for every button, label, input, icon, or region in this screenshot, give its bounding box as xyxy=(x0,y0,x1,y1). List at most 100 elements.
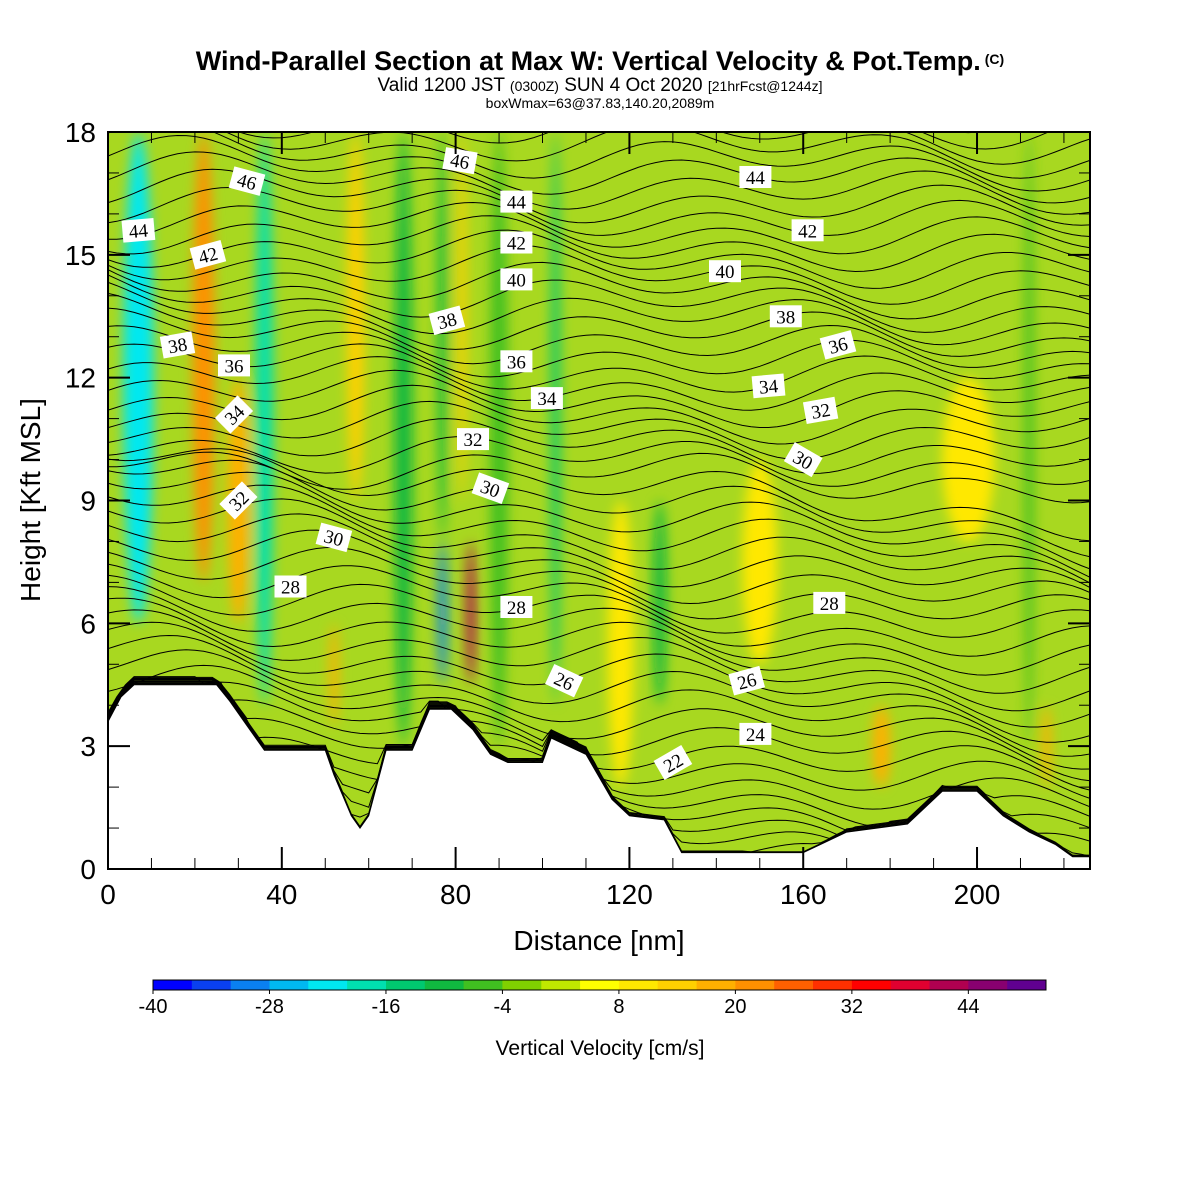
contour-label: 44 xyxy=(121,217,156,243)
x-tick-label: 40 xyxy=(266,879,297,910)
contour-label-box xyxy=(709,260,741,283)
chart-title-text: Wind-Parallel Section at Max W: Vertical… xyxy=(195,46,981,76)
colorbar-bin xyxy=(851,980,892,990)
contour-label-box xyxy=(530,387,563,410)
velocity-band xyxy=(490,132,508,747)
contour-label-text: 34 xyxy=(758,376,779,399)
contour-label-text: 28 xyxy=(507,598,526,619)
theta-contour xyxy=(920,132,1050,150)
contour-label-box xyxy=(783,442,823,478)
contour-label-text: 44 xyxy=(507,193,527,214)
contour-label-text: 46 xyxy=(235,170,259,195)
velocity-band xyxy=(329,623,339,726)
colorbar-bin xyxy=(153,980,193,990)
contour-label-text: 32 xyxy=(464,430,483,451)
colorbar-label: Vertical Velocity [cm/s] xyxy=(495,1037,705,1060)
velocity-band xyxy=(1024,132,1034,747)
contour-label-box xyxy=(428,305,466,336)
theta-contour xyxy=(108,274,1090,333)
theta-contour xyxy=(108,356,1090,411)
contour-label-box xyxy=(315,522,353,553)
theta-contour xyxy=(108,436,1090,487)
y-tick-label: 15 xyxy=(65,240,96,271)
theta-contour xyxy=(108,529,1090,605)
box-wmax-info: boxWmax=63@37.83,140.20,2089m xyxy=(485,95,715,111)
theta-contour xyxy=(108,132,1090,192)
colorbar-bin xyxy=(696,980,736,990)
contour-label-box xyxy=(728,665,766,696)
colorbar-bin xyxy=(463,980,503,990)
contour-label-text: 36 xyxy=(225,356,244,377)
colorbar-bin xyxy=(968,980,1008,990)
x-tick-label: 160 xyxy=(780,879,827,910)
y-tick-label: 6 xyxy=(80,608,96,639)
contour-label: 44 xyxy=(500,190,533,214)
contour-label-box xyxy=(653,744,693,781)
contour-label-box xyxy=(214,395,254,434)
theta-contour xyxy=(108,448,1090,542)
x-tick-label: 0 xyxy=(100,879,116,910)
contour-label-box xyxy=(500,268,533,291)
x-axis: 0 40 80 120 160 200 xyxy=(100,132,1065,910)
contour-label-box xyxy=(545,663,584,698)
contour-label-box xyxy=(442,147,478,175)
contour-label-text: 46 xyxy=(449,150,471,174)
y-tick-label: 18 xyxy=(65,117,96,148)
contour-label: 38 xyxy=(428,305,466,336)
colorbar-bin xyxy=(347,980,387,990)
theta-contour xyxy=(108,418,1090,474)
y-axis-label: Height [Kft MSL] xyxy=(15,398,46,602)
contour-label-text: 36 xyxy=(507,352,526,373)
colorbar-frame xyxy=(152,979,1047,991)
x-tick-label: 120 xyxy=(606,879,653,910)
contour-label: 38 xyxy=(769,305,802,328)
theta-contour xyxy=(108,634,1090,743)
y-tick-label: 12 xyxy=(65,363,96,394)
valid-utc: (0300Z) xyxy=(509,78,559,94)
colorbar-tick-label: -16 xyxy=(372,996,401,1018)
contour-label-box xyxy=(218,354,250,377)
theta-contour xyxy=(108,513,1090,588)
colorbar-bin xyxy=(230,980,270,990)
colorbar-tick-label: -4 xyxy=(494,996,512,1018)
colorbar-bin xyxy=(735,980,775,990)
theta-contour xyxy=(108,676,1090,782)
contour-label: 38 xyxy=(159,331,196,359)
contour-label: 36 xyxy=(500,350,533,373)
contour-label: 32 xyxy=(802,396,839,425)
contour-label: 46 xyxy=(228,166,266,196)
theta-contour xyxy=(108,384,1090,445)
contour-label: 30 xyxy=(783,442,823,478)
contour-label-box xyxy=(274,575,307,598)
colorbar-bin xyxy=(424,980,465,990)
contour-label-box xyxy=(791,219,824,242)
velocity-band xyxy=(551,132,560,706)
velocity-band xyxy=(123,132,154,624)
colorbar-bin xyxy=(1007,980,1047,990)
contour-label-text: 24 xyxy=(746,725,766,746)
contour-label-box xyxy=(457,428,489,451)
forecast-info: [21hrFcst@1244z] xyxy=(707,78,823,94)
contour-label-box xyxy=(219,481,258,520)
colorbar-tick-label: -40 xyxy=(139,996,168,1018)
colorbar-tick-label: 44 xyxy=(957,996,979,1018)
velocity-band xyxy=(438,541,447,685)
theta-contour xyxy=(237,132,1090,165)
theta-contour xyxy=(108,292,1090,357)
theta-contour xyxy=(108,245,1090,305)
colorbar-bin xyxy=(308,980,348,990)
theta-contour xyxy=(108,201,1090,255)
x-tick-label: 200 xyxy=(954,879,1001,910)
contour-label-text: 38 xyxy=(776,307,795,328)
theta-contour xyxy=(108,369,1090,428)
contour-label-text: 44 xyxy=(128,220,149,243)
contour-label-text: 44 xyxy=(746,168,766,189)
contour-label-text: 28 xyxy=(281,578,300,599)
contour-label: 34 xyxy=(751,373,786,399)
terrain-mask xyxy=(108,684,1090,869)
contour-label-box xyxy=(500,596,533,618)
velocity-band xyxy=(466,541,476,685)
contour-label: 26 xyxy=(545,663,584,698)
y-tick-label: 0 xyxy=(80,854,96,885)
